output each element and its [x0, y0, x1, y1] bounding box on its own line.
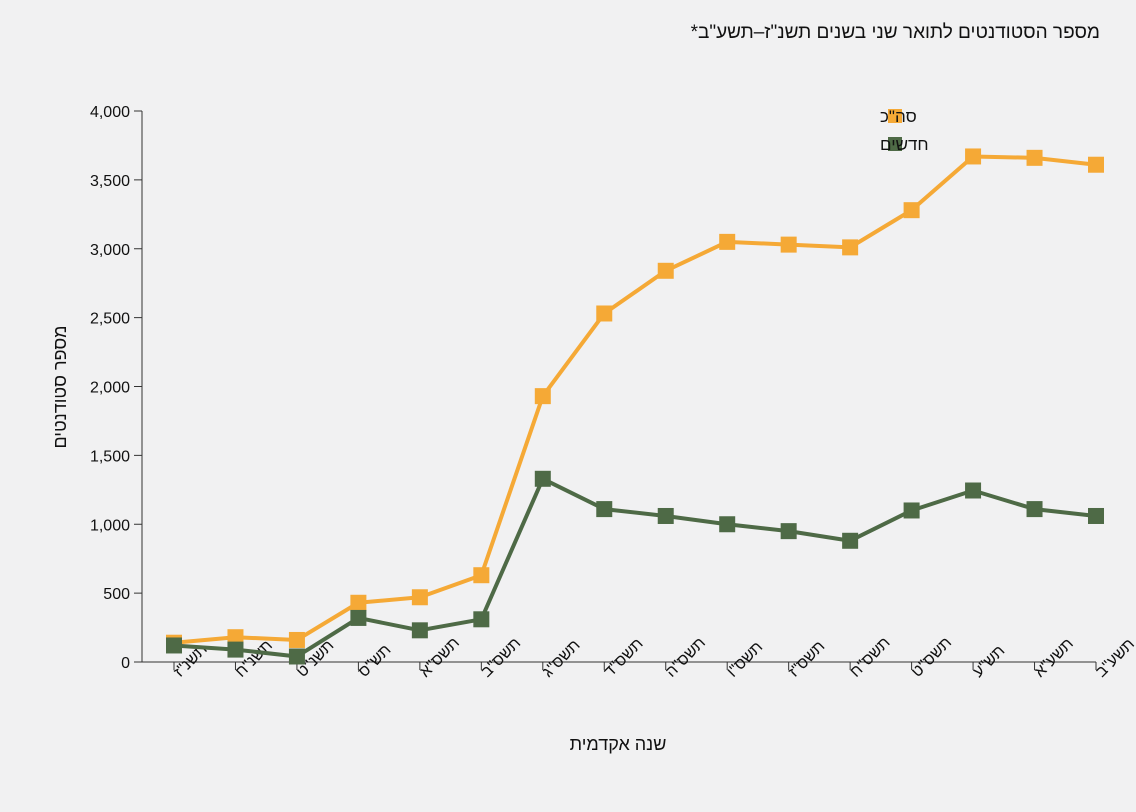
y-tick-label: 3,000	[90, 242, 130, 259]
chart-title: מספר הסטודנטים לתואר שני בשנים תשנ"ז–תשע…	[690, 22, 1100, 43]
x-tick-label: תשע"א	[1031, 635, 1077, 681]
total-series-point	[903, 202, 920, 219]
x-tick-label: תשס"ח	[847, 634, 894, 681]
y-tick-label: 2,000	[90, 380, 130, 397]
y-tick-label: 4,000	[90, 104, 130, 121]
x-tick-label: תשע"ב	[1093, 636, 1136, 681]
new-series-point	[719, 516, 736, 533]
total-series-point	[534, 388, 551, 405]
new-series-point	[534, 470, 551, 487]
legend-label: סה"כ	[880, 107, 917, 126]
y-axis-title: מספר סטודנטים	[50, 325, 70, 448]
total-series-point	[842, 239, 859, 256]
new-series-point	[288, 648, 305, 665]
new-series-point	[411, 622, 428, 639]
new-series-point	[596, 501, 613, 518]
y-tick-label: 3,500	[90, 173, 130, 190]
new-series-point	[350, 609, 367, 626]
total-series-point	[350, 594, 367, 611]
x-axis-title: שנה אקדמית	[570, 734, 667, 754]
x-tick-label: תשס"ט	[908, 634, 955, 681]
total-series-point	[288, 631, 305, 648]
total-series-point	[596, 305, 613, 322]
x-tick-label: תשס"ו	[724, 639, 766, 681]
y-tick-label: 1,000	[90, 517, 130, 534]
x-tick-label: תשס"ב	[478, 635, 524, 681]
x-tick-label: תשס"א	[417, 634, 463, 680]
new-series-point	[842, 532, 859, 549]
x-tick-label: תשס"ד	[601, 635, 647, 681]
y-tick-label: 1,500	[90, 448, 130, 465]
legend-swatch	[888, 109, 902, 123]
total-series-point	[227, 629, 244, 646]
total-series-point	[719, 233, 736, 250]
new-series-point	[1026, 501, 1043, 518]
x-tick-label: תש"ס	[355, 642, 394, 681]
total-series-point	[965, 148, 982, 165]
y-tick-label: 500	[103, 586, 130, 603]
x-tick-label: תשס"ז	[785, 638, 828, 681]
new-series-line	[173, 476, 1097, 659]
new-series-point	[227, 641, 244, 658]
total-series-point	[780, 236, 797, 253]
new-series-point	[1088, 507, 1104, 524]
total-series-point	[473, 567, 490, 584]
legend-swatch	[888, 137, 902, 151]
new-series-point	[965, 482, 982, 499]
total-series-point	[411, 589, 428, 606]
new-series-point	[780, 523, 797, 540]
new-series-point	[657, 507, 674, 524]
x-tick-label: תשס"ה	[663, 634, 709, 680]
new-series-point	[473, 611, 490, 628]
new-series-point	[903, 502, 920, 519]
total-series-point	[1088, 156, 1104, 173]
y-tick-label: 2,500	[90, 311, 130, 328]
legend-label: חדשים	[880, 135, 929, 154]
y-tick-label: 0	[121, 655, 130, 672]
total-series-line	[173, 154, 1097, 645]
total-series-point	[657, 262, 674, 279]
total-series-point	[1026, 149, 1043, 166]
new-series-point	[166, 637, 182, 654]
x-tick-label: תשס"ג	[540, 637, 584, 681]
